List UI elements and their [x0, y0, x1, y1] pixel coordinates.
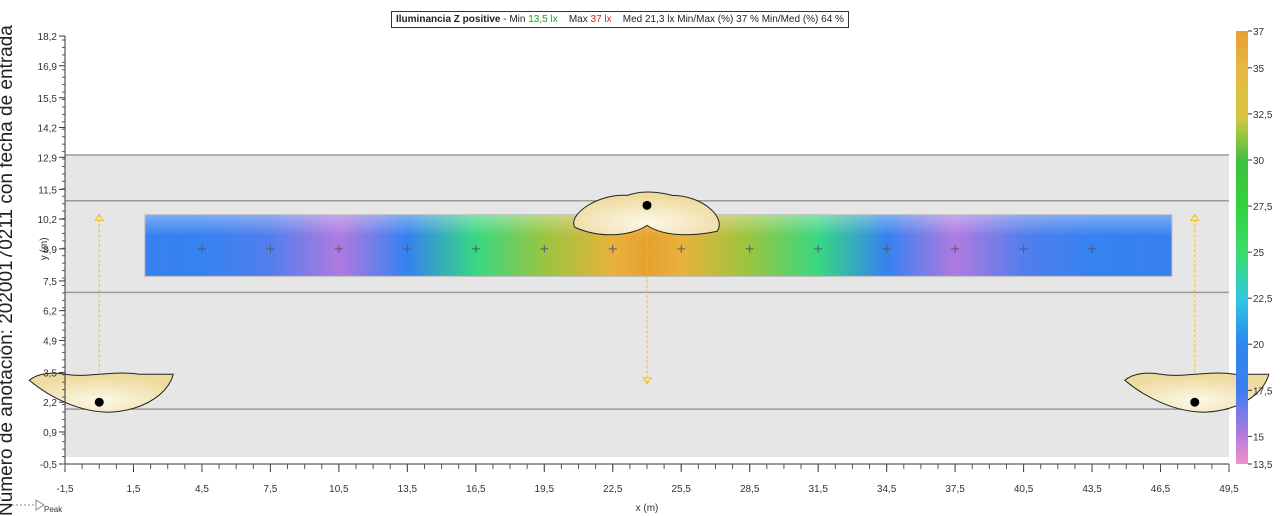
luminaire-body-2: [1123, 372, 1270, 413]
y-axis-label: y (m): [39, 237, 50, 260]
y-tick-label-14: 18,2: [38, 32, 58, 43]
aim-arrow-1: [642, 377, 652, 385]
colorbar-tick-label-4: 22,5: [1253, 294, 1273, 305]
y-tick-label-5: 6,2: [43, 307, 57, 318]
y-tick-label-4: 4,9: [43, 336, 57, 347]
colorbar-tick-label-10: 37: [1253, 27, 1265, 38]
x-tick-label-15: 43,5: [1082, 484, 1102, 495]
x-tick-label-1: 1,5: [127, 484, 141, 495]
grid-point-7: [677, 244, 686, 253]
x-tick-label-2: 4,5: [195, 484, 209, 495]
x-tick-label-6: 16,5: [466, 484, 486, 495]
rotated-annotation: Número de anotación: 20200170211 con fec…: [0, 25, 17, 516]
x-tick-label-16: 46,5: [1151, 484, 1171, 495]
luminaire-dot-0: [94, 397, 104, 407]
grid-point-8: [745, 244, 754, 253]
colorbar-tick-label-9: 35: [1253, 64, 1265, 75]
x-tick-label-4: 10,5: [329, 484, 349, 495]
grid-point-13: [1088, 244, 1097, 253]
chart-title: Iluminancia Z positive - Min 13,5 lx Max…: [391, 11, 849, 28]
aim-arrow-0: [94, 213, 105, 222]
colorbar-tick-label-5: 25: [1253, 248, 1265, 259]
y-tick-label-3: 3,5: [43, 368, 57, 379]
colorbar-tick-label-8: 32,5: [1253, 110, 1273, 121]
grid-point-12: [1019, 244, 1028, 253]
x-tick-label-11: 31,5: [808, 484, 828, 495]
colorbar-tick-label-6: 27,5: [1253, 202, 1273, 213]
luminaire-2: [1123, 213, 1270, 413]
luminaire-1: [573, 191, 720, 385]
colorbar-tick-label-3: 20: [1253, 340, 1265, 351]
x-tick-label-13: 37,5: [945, 484, 965, 495]
grid-point-1: [266, 244, 275, 253]
y-tick-label-8: 10,2: [38, 215, 58, 226]
aim-arrow-2: [1189, 213, 1200, 222]
y-tick-label-10: 12,9: [38, 153, 58, 164]
luminaire-dot-1: [642, 200, 652, 210]
grid-point-5: [540, 244, 549, 253]
y-tick-label-13: 16,9: [38, 62, 58, 73]
x-tick-label-12: 34,5: [877, 484, 897, 495]
x-tick-label-7: 19,5: [535, 484, 555, 495]
y-tick-label-11: 14,2: [38, 124, 58, 135]
colorbar: [1236, 31, 1248, 464]
luminaire-body-1: [573, 191, 720, 236]
x-tick-label-5: 13,5: [398, 484, 418, 495]
y-tick-label-2: 2,2: [43, 398, 57, 409]
x-tick-label-3: 7,5: [263, 484, 277, 495]
grid-point-11: [951, 244, 960, 253]
peak-arrow-head: [35, 499, 45, 511]
grid-point-0: [197, 244, 206, 253]
colorbar-tick-label-7: 30: [1253, 156, 1265, 167]
grid-point-6: [608, 244, 617, 253]
title-name: Iluminancia Z positive: [396, 14, 501, 25]
x-tick-label-9: 25,5: [672, 484, 692, 495]
x-tick-label-17: 49,5: [1219, 484, 1239, 495]
peak-label: Peak: [44, 505, 63, 514]
title-min-value: 13,5 lx: [528, 14, 558, 25]
y-tick-label-6: 7,5: [43, 277, 57, 288]
colorbar-tick-label-1: 15: [1253, 432, 1265, 443]
y-tick-label-7: 8,9: [43, 245, 57, 256]
y-tick-label-0: -0,5: [40, 460, 58, 471]
x-tick-label-8: 22,5: [603, 484, 623, 495]
x-tick-label-0: -1,5: [56, 484, 74, 495]
grid-point-10: [882, 244, 891, 253]
colorbar-tick-label-0: 13,5: [1253, 460, 1273, 471]
x-tick-label-10: 28,5: [740, 484, 760, 495]
luminaire-dot-2: [1190, 397, 1200, 407]
title-sep: - Min: [500, 14, 529, 25]
title-max-label: Max: [568, 14, 591, 25]
grid-point-4: [471, 244, 480, 253]
y-tick-label-12: 15,5: [38, 94, 58, 105]
x-tick-label-14: 40,5: [1014, 484, 1034, 495]
title-stats: Med 21,3 lx Min/Max (%) 37 % Min/Med (%)…: [622, 14, 844, 25]
grid-point-2: [334, 244, 343, 253]
x-axis-label: x (m): [636, 503, 659, 514]
grid-point-3: [403, 244, 412, 253]
grid-point-9: [814, 244, 823, 253]
y-tick-label-1: 0,9: [43, 428, 57, 439]
colorbar-tick-label-2: 17,5: [1253, 386, 1273, 397]
y-tick-label-9: 11,5: [38, 185, 57, 196]
title-max-value: 37 lx: [590, 14, 612, 25]
